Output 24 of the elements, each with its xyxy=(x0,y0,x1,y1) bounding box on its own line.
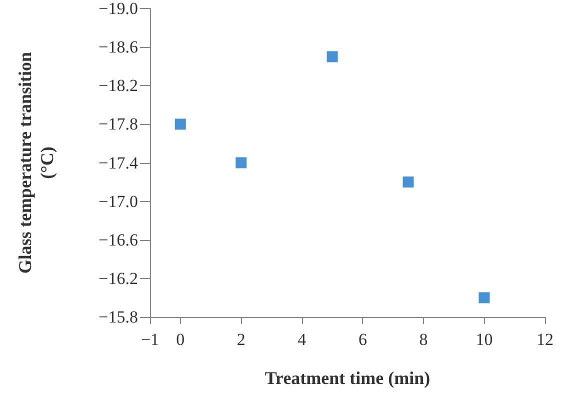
x-axis-title: Treatment time (min) xyxy=(264,368,430,388)
x-tick-label: 12 xyxy=(536,330,554,349)
y-tick-label: −17.0 xyxy=(98,192,138,211)
x-tick-label: 6 xyxy=(358,330,367,349)
y-tick-label: −17.8 xyxy=(98,114,138,134)
y-axis-title: Glass temperature transition (°C) xyxy=(15,52,57,274)
x-tick-label: 0 xyxy=(176,330,185,349)
point xyxy=(326,51,338,62)
point xyxy=(174,118,186,130)
point xyxy=(402,176,414,188)
x-tick-label: −1 xyxy=(140,330,160,349)
y-tick-label: −15.8 xyxy=(98,308,138,326)
x-tick-label: 10 xyxy=(476,330,493,349)
point xyxy=(478,292,490,304)
y-tick-label: −17.4 xyxy=(98,153,138,172)
x-tick-label: 8 xyxy=(419,330,428,349)
y-tick-label: −18.2 xyxy=(98,76,138,96)
y-tick-label: −16.2 xyxy=(98,268,138,288)
x-tick-label: 4 xyxy=(298,330,307,349)
y-tick-label: −19.0 xyxy=(98,0,138,18)
point xyxy=(236,157,247,168)
x-tick-label: 2 xyxy=(236,330,246,349)
y-tick-label: −16.6 xyxy=(98,230,138,250)
y-tick-label: −18.6 xyxy=(98,38,138,57)
